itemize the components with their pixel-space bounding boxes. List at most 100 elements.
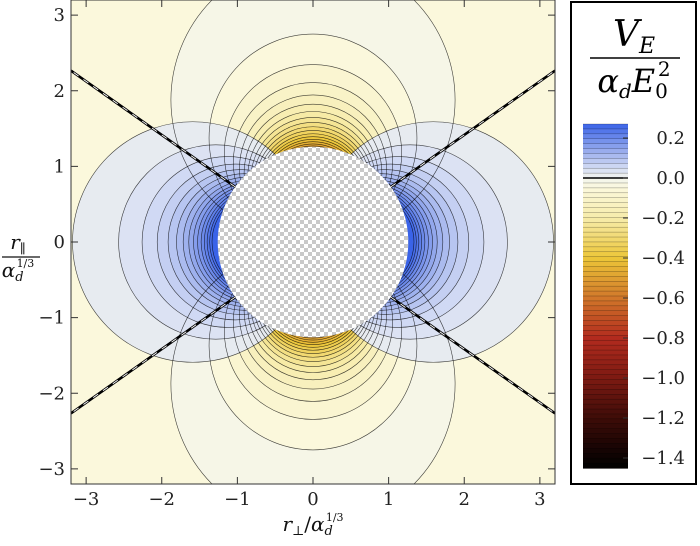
zero-contour-dash <box>390 296 555 414</box>
y-tick-label: −1 <box>38 308 65 329</box>
y-axis-label-denom: α <box>2 258 16 282</box>
colorbar-tick-label: −1.2 <box>641 408 685 429</box>
colorbar-tick-label: 0.0 <box>656 168 685 189</box>
colorbar-band <box>583 325 628 331</box>
colorbar-band <box>583 443 628 449</box>
colorbar-band <box>583 124 628 130</box>
zero-contour-dash <box>71 70 236 188</box>
colorbar-band <box>583 418 628 425</box>
colorbar-band <box>583 315 628 322</box>
y-tick-label: 1 <box>54 156 65 177</box>
colorbar-band <box>583 433 628 440</box>
colorbar-title: VE αdE02 <box>590 14 680 103</box>
x-tick-label: 3 <box>534 489 545 510</box>
colorbar-title-e: E <box>631 62 655 100</box>
x-tick-label: 1 <box>383 489 394 510</box>
y-axis-label-denom-sub: d <box>15 270 23 285</box>
colorbar-band <box>583 163 628 169</box>
svg-text:r∥: r∥ <box>10 230 26 257</box>
y-tick-label: −2 <box>38 383 65 404</box>
colorbar-band <box>583 212 628 218</box>
colorbar-band <box>583 305 628 312</box>
colorbar-band <box>583 409 628 415</box>
colorbar-band <box>583 207 628 214</box>
colorbar-band <box>583 227 628 233</box>
colorbar-band <box>583 192 628 199</box>
svg-text:αd1/3: αd1/3 <box>2 257 35 285</box>
svg-text:VE: VE <box>613 14 655 59</box>
y-axis-label-sub: ∥ <box>20 242 26 257</box>
x-axis-label: r⊥/αd1/3 <box>282 511 343 539</box>
colorbar-band <box>583 271 628 277</box>
colorbar-band <box>583 241 628 248</box>
x-axis-label-main: r <box>282 512 293 536</box>
y-axis-ticks: −3 −2 −1 0 1 2 3 <box>38 5 555 480</box>
colorbar-band <box>583 148 628 155</box>
y-axis-label-main: r <box>10 230 21 254</box>
colorbar-band <box>583 182 628 189</box>
excluded-disk <box>217 146 409 338</box>
colorbar-band <box>583 217 628 223</box>
colorbar-band <box>583 448 628 454</box>
colorbar-tick-label: −1.4 <box>641 448 685 469</box>
colorbar-tick-label: 0.2 <box>656 128 685 149</box>
colorbar-ticks: 0.2 0.0 −0.2 −0.4 −0.6 −0.8 −1.0 −1.2 −1.4 <box>623 128 685 469</box>
colorbar-band <box>583 340 628 346</box>
zero-contour-dash <box>71 296 236 414</box>
colorbar-band <box>583 438 628 445</box>
colorbar-band <box>583 359 628 366</box>
colorbar-band <box>583 423 628 430</box>
colorbar-band <box>583 286 628 292</box>
colorbar-band <box>583 374 628 381</box>
colorbar-band <box>583 158 628 164</box>
colorbar-title-alpha-sub: d <box>619 79 632 103</box>
colorbar-band <box>583 320 628 327</box>
colorbar-band <box>583 453 628 459</box>
y-tick-label: 2 <box>54 81 65 102</box>
x-axis-label-denom-sup: 1/3 <box>326 511 344 524</box>
colorbar-band <box>583 222 628 228</box>
colorbar-band <box>583 202 628 209</box>
colorbar-band <box>583 178 628 184</box>
colorbar-tick-label: −0.6 <box>641 288 685 309</box>
colorbar-band <box>583 276 628 282</box>
colorbar-band <box>583 251 628 258</box>
y-axis-label-denom-sup: 1/3 <box>17 257 35 270</box>
colorbar-band <box>583 266 628 273</box>
colorbar-band <box>583 458 628 464</box>
colorbar-band <box>583 143 628 150</box>
x-tick-label: −1 <box>224 489 251 510</box>
colorbar-band <box>583 296 628 302</box>
colorbar-band <box>583 232 628 238</box>
x-tick-label: −2 <box>148 489 175 510</box>
colorbar-band <box>583 133 628 140</box>
x-axis-label-denom: α <box>311 512 325 536</box>
x-tick-label: 0 <box>307 489 318 510</box>
colorbar-band <box>583 369 628 376</box>
colorbar-band <box>583 300 628 307</box>
colorbar-band <box>583 404 628 410</box>
y-axis-label: r∥ αd1/3 <box>2 230 40 285</box>
colorbar-band <box>583 345 628 351</box>
colorbar-bands <box>583 123 628 469</box>
colorbar-band <box>583 330 628 336</box>
colorbar-band <box>583 384 628 390</box>
colorbar-tick-label: −0.8 <box>641 328 685 349</box>
colorbar-band <box>583 364 628 371</box>
zero-contour-dash <box>390 70 555 188</box>
colorbar-band <box>583 389 628 395</box>
colorbar-band <box>583 413 628 420</box>
colorbar-title-alpha: α <box>597 62 619 100</box>
colorbar-band <box>583 394 628 400</box>
x-axis-ticks: −3 −2 −1 0 1 2 3 <box>73 0 546 510</box>
contour-plot: −3 −2 −1 0 1 2 3 −3 −2 −1 0 1 2 3 <box>38 0 556 510</box>
colorbar-band <box>583 173 628 179</box>
colorbar-band <box>583 246 628 253</box>
colorbar-band <box>583 350 628 356</box>
colorbar-tick-label: −1.0 <box>641 368 685 389</box>
svg-text:αdE02: αdE02 <box>597 57 670 103</box>
colorbar-legend: VE αdE02 0.2 0.0 −0.2 −0.4 −0.6 −0.8 −1.0 −1.2 −… <box>570 1 697 485</box>
y-tick-label: 3 <box>54 5 65 26</box>
x-axis-label-denom-sub: d <box>325 524 333 539</box>
